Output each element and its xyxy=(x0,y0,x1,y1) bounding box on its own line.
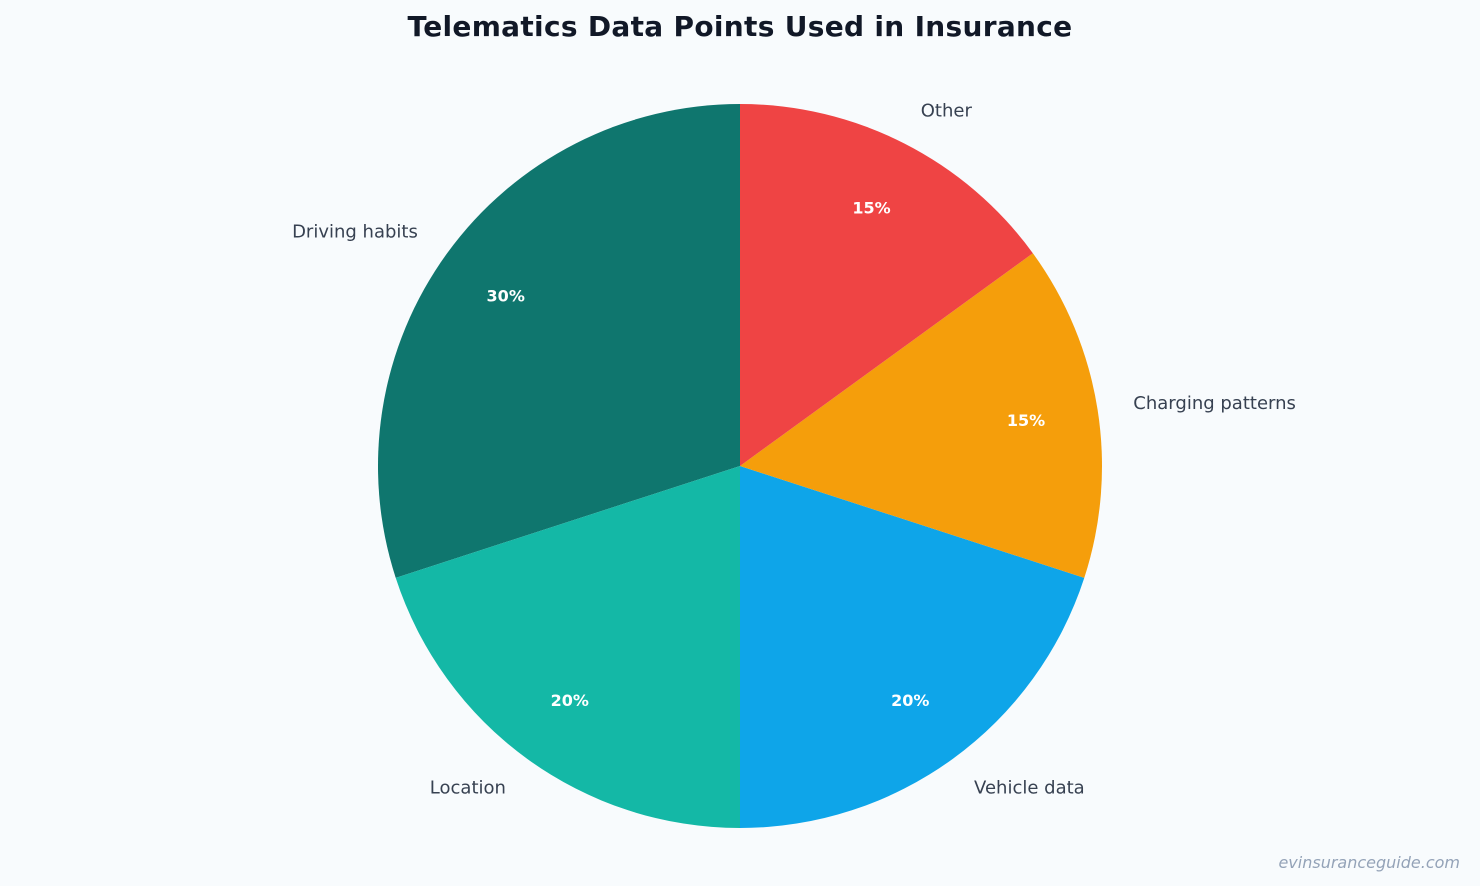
slice-percent-label: 15% xyxy=(1007,411,1045,430)
pie-slice-other xyxy=(740,104,1033,466)
pie-labels: 30% Driving habits 20% Location 20% Vehicle d… xyxy=(292,101,1296,799)
chart-title: Telematics Data Points Used in Insurance xyxy=(407,10,1073,43)
pie-slice-location xyxy=(395,466,740,828)
watermark: evinsuranceguide.com xyxy=(1278,853,1460,872)
slice-percent-label: 30% xyxy=(487,286,525,305)
pie-slice-driving-habits xyxy=(378,104,740,578)
slice-category-label: Charging patterns xyxy=(1133,393,1296,414)
pie-slices xyxy=(378,104,1103,828)
slice-category-label: Vehicle data xyxy=(974,778,1085,799)
pie-slice-vehicle-data xyxy=(740,466,1085,828)
slice-percent-label: 15% xyxy=(852,198,890,217)
pie-slice-charging-patterns xyxy=(740,253,1103,578)
slice-percent-label: 20% xyxy=(891,691,929,710)
slice-category-label: Other xyxy=(921,101,973,122)
slice-category-label: Location xyxy=(430,778,506,799)
slice-category-label: Driving habits xyxy=(292,221,418,242)
slice-percent-label: 20% xyxy=(551,691,589,710)
